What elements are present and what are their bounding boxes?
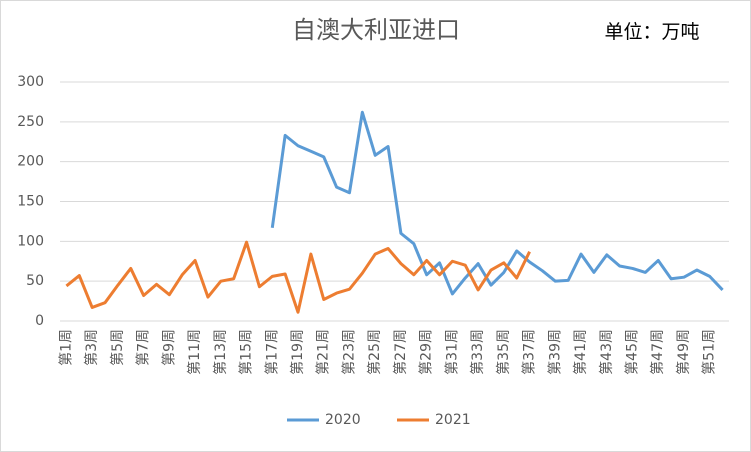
x-tick-label: 第49周 (675, 329, 692, 375)
x-tick-label: 第41周 (572, 329, 589, 375)
x-tick-label: 第15周 (238, 329, 255, 375)
x-tick-label: 第29周 (418, 329, 435, 375)
x-tick-label: 第45周 (624, 329, 641, 375)
x-tick-label: 第35周 (495, 329, 512, 375)
chart-title: 自澳大利亚进口 (292, 16, 460, 44)
x-tick-label: 第33周 (469, 329, 486, 375)
x-tick-label: 第47周 (649, 329, 666, 375)
x-tick-label: 第1周 (57, 329, 74, 366)
y-tick-label: 0 (35, 313, 44, 329)
y-tick-label: 200 (17, 154, 44, 170)
y-tick-label: 100 (17, 233, 44, 249)
x-tick-label: 第39周 (546, 329, 563, 375)
x-tick-label: 第27周 (392, 329, 409, 375)
x-tick-label: 第37周 (521, 329, 538, 375)
y-tick-label: 150 (17, 194, 44, 210)
x-tick-label: 第25周 (366, 329, 383, 375)
y-tick-label: 250 (17, 114, 44, 130)
x-tick-label: 第51周 (701, 329, 718, 375)
x-tick-label: 第11周 (186, 329, 203, 375)
x-tick-label: 第43周 (598, 329, 615, 375)
legend-label: 2021 (435, 412, 471, 428)
x-tick-label: 第23周 (340, 329, 357, 375)
x-tick-label: 第9周 (160, 329, 177, 366)
y-tick-label: 300 (17, 74, 44, 90)
x-tick-label: 第17周 (263, 329, 280, 375)
legend-label: 2020 (325, 412, 361, 428)
x-tick-label: 第19周 (289, 329, 306, 375)
unit-annotation: 单位：万吨 (604, 21, 699, 43)
y-tick-label: 50 (26, 273, 44, 289)
x-tick-label: 第7周 (135, 329, 152, 366)
series-line (65, 240, 531, 314)
x-tick-label: 第3周 (83, 329, 100, 366)
series-line (270, 110, 724, 296)
x-tick-label: 第5周 (109, 329, 126, 366)
x-tick-label: 第31周 (443, 329, 460, 375)
x-tick-label: 第21周 (315, 329, 332, 375)
x-tick-label: 第13周 (212, 329, 229, 375)
